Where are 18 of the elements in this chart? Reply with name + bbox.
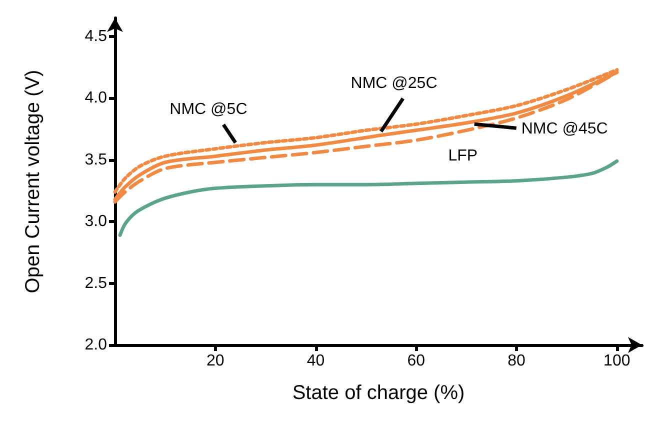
x-tick-label: 20	[206, 352, 224, 370]
x-tick-label: 60	[407, 352, 426, 370]
y-tick-label: 2.5	[84, 274, 108, 292]
annotation: NMC @45C	[521, 120, 608, 138]
annotation: NMC @5C	[170, 101, 248, 118]
y-tick-label: 3.5	[84, 151, 108, 168]
annotation: NMC @25C	[350, 75, 438, 92]
y-tick-label: 2.0	[84, 336, 108, 354]
line-series	[118, 159, 619, 237]
y-axis-title: Open Current voltage (V)	[22, 70, 44, 294]
series-label: LFP	[448, 148, 478, 165]
y-tick-label: 4.5	[84, 28, 108, 46]
x-tick-label: 100	[604, 352, 630, 370]
x-axis-title: State of charge (%)	[292, 382, 465, 404]
x-tick-label: 40	[306, 352, 325, 370]
x-tick-label: 80	[508, 352, 526, 370]
y-tick-label: 3.0	[84, 213, 108, 230]
y-tick-label: 4.0	[84, 90, 108, 107]
